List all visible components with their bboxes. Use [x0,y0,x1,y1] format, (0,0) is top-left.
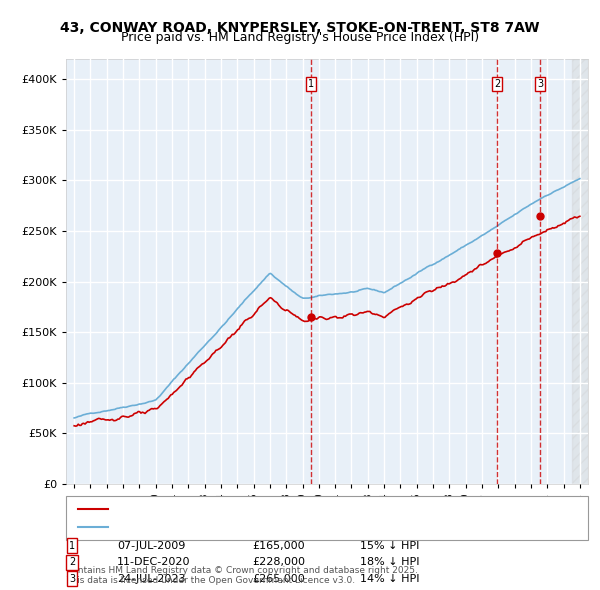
Text: 2: 2 [69,558,75,567]
Text: Contains HM Land Registry data © Crown copyright and database right 2025.
This d: Contains HM Land Registry data © Crown c… [66,566,418,585]
Text: 3: 3 [537,79,543,89]
Bar [572,59,588,484]
Text: 18% ↓ HPI: 18% ↓ HPI [360,558,419,567]
Text: 2: 2 [494,79,500,89]
Text: 11-DEC-2020: 11-DEC-2020 [117,558,191,567]
Text: 1: 1 [69,541,75,550]
Text: 14% ↓ HPI: 14% ↓ HPI [360,574,419,584]
Text: £165,000: £165,000 [252,541,305,550]
Text: 43, CONWAY ROAD, KNYPERSLEY, STOKE-ON-TRENT, ST8 7AW (detached house): 43, CONWAY ROAD, KNYPERSLEY, STOKE-ON-TR… [111,504,528,514]
Text: HPI: Average price, detached house, Staffordshire Moorlands: HPI: Average price, detached house, Staf… [111,522,429,532]
Text: 24-JUL-2023: 24-JUL-2023 [117,574,185,584]
Text: 1: 1 [308,79,314,89]
Text: 43, CONWAY ROAD, KNYPERSLEY, STOKE-ON-TRENT, ST8 7AW: 43, CONWAY ROAD, KNYPERSLEY, STOKE-ON-TR… [60,21,540,35]
Text: Price paid vs. HM Land Registry's House Price Index (HPI): Price paid vs. HM Land Registry's House … [121,31,479,44]
Text: 15% ↓ HPI: 15% ↓ HPI [360,541,419,550]
Text: £228,000: £228,000 [252,558,305,567]
Text: 07-JUL-2009: 07-JUL-2009 [117,541,185,550]
Text: £265,000: £265,000 [252,574,305,584]
Text: 3: 3 [69,574,75,584]
